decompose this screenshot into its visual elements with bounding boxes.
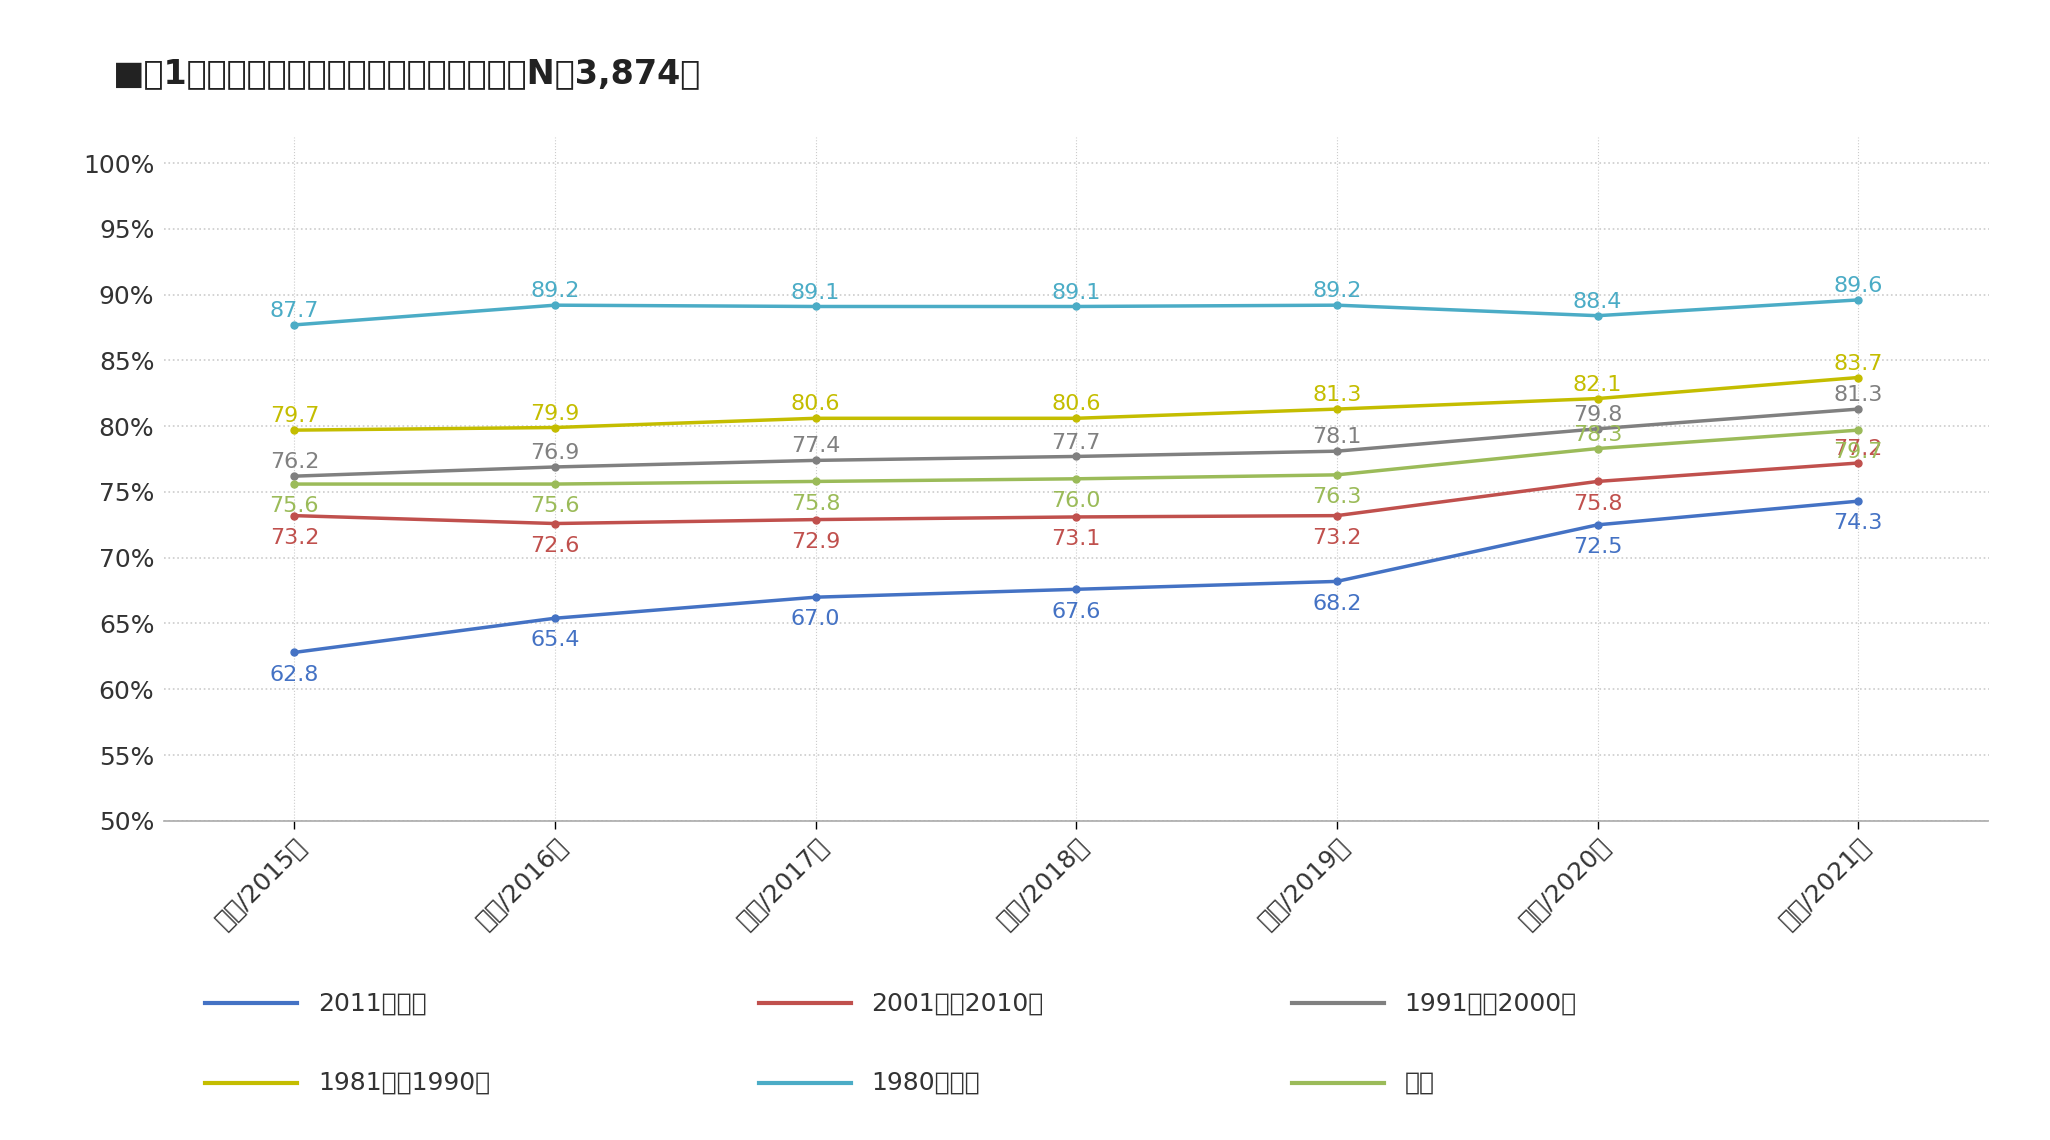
Text: 75.8: 75.8 [791, 494, 840, 514]
Text: 1980年以前: 1980年以前 [871, 1070, 980, 1096]
Text: 76.3: 76.3 [1312, 487, 1361, 507]
Text: 62.8: 62.8 [271, 665, 320, 685]
Text: 88.4: 88.4 [1572, 292, 1622, 312]
Text: 80.6: 80.6 [1052, 394, 1101, 415]
Text: 73.2: 73.2 [271, 528, 320, 548]
Text: 79.8: 79.8 [1572, 405, 1622, 425]
Text: 78.3: 78.3 [1572, 425, 1622, 445]
Text: 77.7: 77.7 [1052, 432, 1101, 453]
Text: 73.1: 73.1 [1052, 529, 1101, 549]
Text: ■図1　消防用設備点検実施率（築年数別）N＝3,874件: ■図1 消防用設備点検実施率（築年数別）N＝3,874件 [113, 57, 701, 90]
Text: 75.6: 75.6 [269, 496, 320, 516]
Text: 65.4: 65.4 [531, 630, 580, 651]
Text: 2011年以降: 2011年以降 [318, 991, 426, 1016]
Text: 79.7: 79.7 [1833, 442, 1882, 463]
Text: 総計: 総計 [1404, 1070, 1435, 1096]
Text: 82.1: 82.1 [1572, 375, 1622, 394]
Text: 89.6: 89.6 [1833, 276, 1882, 296]
Text: 89.2: 89.2 [1312, 282, 1361, 301]
Text: 81.3: 81.3 [1833, 385, 1882, 405]
Text: 68.2: 68.2 [1312, 594, 1361, 613]
Text: 74.3: 74.3 [1833, 513, 1882, 534]
Text: 75.6: 75.6 [531, 496, 580, 516]
Text: 89.1: 89.1 [1052, 283, 1101, 302]
Text: 73.2: 73.2 [1312, 528, 1361, 548]
Text: 79.9: 79.9 [531, 404, 580, 424]
Text: 76.9: 76.9 [531, 443, 580, 463]
Text: 72.5: 72.5 [1572, 537, 1622, 557]
Text: 75.8: 75.8 [1572, 494, 1622, 514]
Text: 76.0: 76.0 [1052, 491, 1101, 511]
Text: 67.6: 67.6 [1052, 602, 1101, 621]
Text: 67.0: 67.0 [791, 610, 840, 629]
Text: 80.6: 80.6 [791, 394, 840, 415]
Text: 72.9: 72.9 [791, 531, 840, 552]
Text: 83.7: 83.7 [1833, 353, 1882, 374]
Text: 89.2: 89.2 [531, 282, 580, 301]
Text: 1981年〜1990年: 1981年〜1990年 [318, 1070, 490, 1096]
Text: 87.7: 87.7 [271, 301, 320, 321]
Text: 89.1: 89.1 [791, 283, 840, 302]
Text: 1991年〜2000年: 1991年〜2000年 [1404, 991, 1576, 1016]
Text: 81.3: 81.3 [1312, 385, 1361, 405]
Text: 79.7: 79.7 [271, 406, 320, 426]
Text: 76.2: 76.2 [271, 453, 320, 472]
Text: 77.2: 77.2 [1833, 439, 1882, 459]
Text: 77.4: 77.4 [791, 437, 840, 456]
Text: 72.6: 72.6 [531, 536, 580, 555]
Text: 78.1: 78.1 [1312, 428, 1361, 447]
Text: 2001年〜2010年: 2001年〜2010年 [871, 991, 1043, 1016]
